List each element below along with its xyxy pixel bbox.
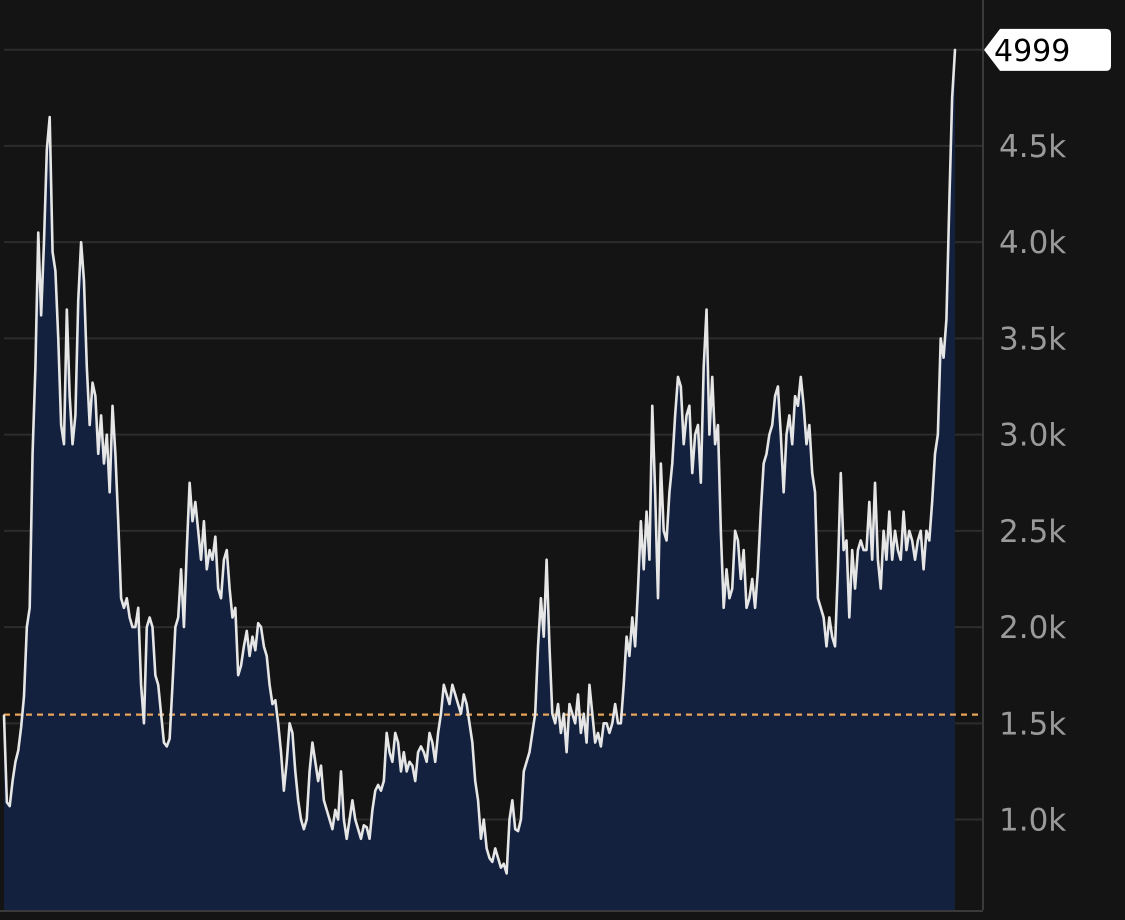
y-axis: 1.0k 1.5k 2.0k 2.5k 3.0k 3.5k 4.0k 4.5k xyxy=(0,0,1066,912)
series-area xyxy=(4,49,955,910)
y-tick-label: 4.0k xyxy=(999,225,1066,261)
y-tick-label: 2.0k xyxy=(999,610,1066,646)
y-tick-label: 4.5k xyxy=(999,129,1066,165)
last-value-label: 4999 xyxy=(994,34,1070,69)
y-tick-label: 1.5k xyxy=(999,706,1066,742)
series-area-fill xyxy=(4,49,955,910)
y-tick-label: 1.0k xyxy=(999,803,1066,839)
series-line xyxy=(2,48,957,875)
y-tick-label: 2.5k xyxy=(999,514,1066,550)
last-value-group: 4999 xyxy=(984,28,1111,71)
y-tick-label: 3.5k xyxy=(999,321,1066,357)
y-tick-label: 3.0k xyxy=(999,418,1066,454)
last-value-tag xyxy=(984,28,1111,71)
series-line-group xyxy=(2,48,957,875)
